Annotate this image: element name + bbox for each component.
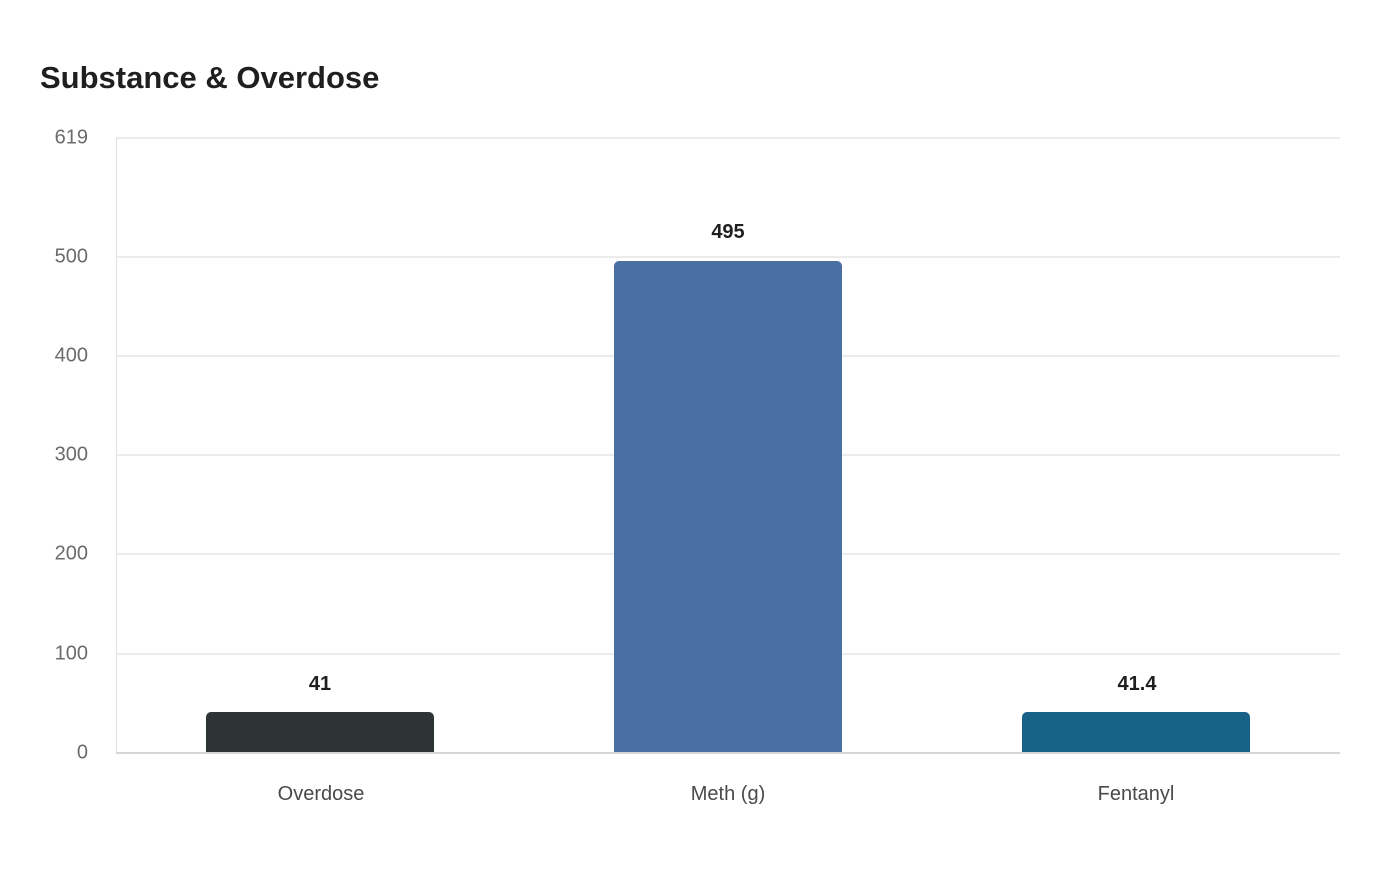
gridline-619 bbox=[116, 137, 1340, 139]
bar-value-meth: 495 bbox=[711, 221, 745, 243]
x-tick-meth: Meth (g) bbox=[690, 783, 766, 805]
bar-value-fentanyl: 41.4 bbox=[1117, 673, 1157, 695]
bar-overdose[interactable] bbox=[206, 712, 434, 753]
y-tick-100: 100 bbox=[54, 642, 88, 665]
bar-value-overdose: 41 bbox=[308, 673, 332, 695]
x-axis-line bbox=[116, 752, 1340, 754]
y-tick-500: 500 bbox=[54, 245, 88, 268]
gridline-500 bbox=[116, 256, 1340, 258]
y-tick-max: 619 bbox=[54, 126, 88, 149]
chart-title: Substance & Overdose bbox=[40, 60, 380, 95]
bar-fentanyl[interactable] bbox=[1022, 712, 1250, 753]
x-tick-overdose: Overdose bbox=[277, 783, 365, 805]
y-axis-line bbox=[116, 138, 117, 754]
y-tick-200: 200 bbox=[54, 542, 88, 565]
y-tick-0: 0 bbox=[76, 741, 88, 764]
x-tick-fentanyl: Fentanyl bbox=[1097, 783, 1175, 805]
y-tick-400: 400 bbox=[54, 344, 88, 367]
plot-area bbox=[116, 137, 1340, 753]
y-tick-300: 300 bbox=[54, 443, 88, 466]
bar-meth[interactable] bbox=[614, 261, 842, 753]
